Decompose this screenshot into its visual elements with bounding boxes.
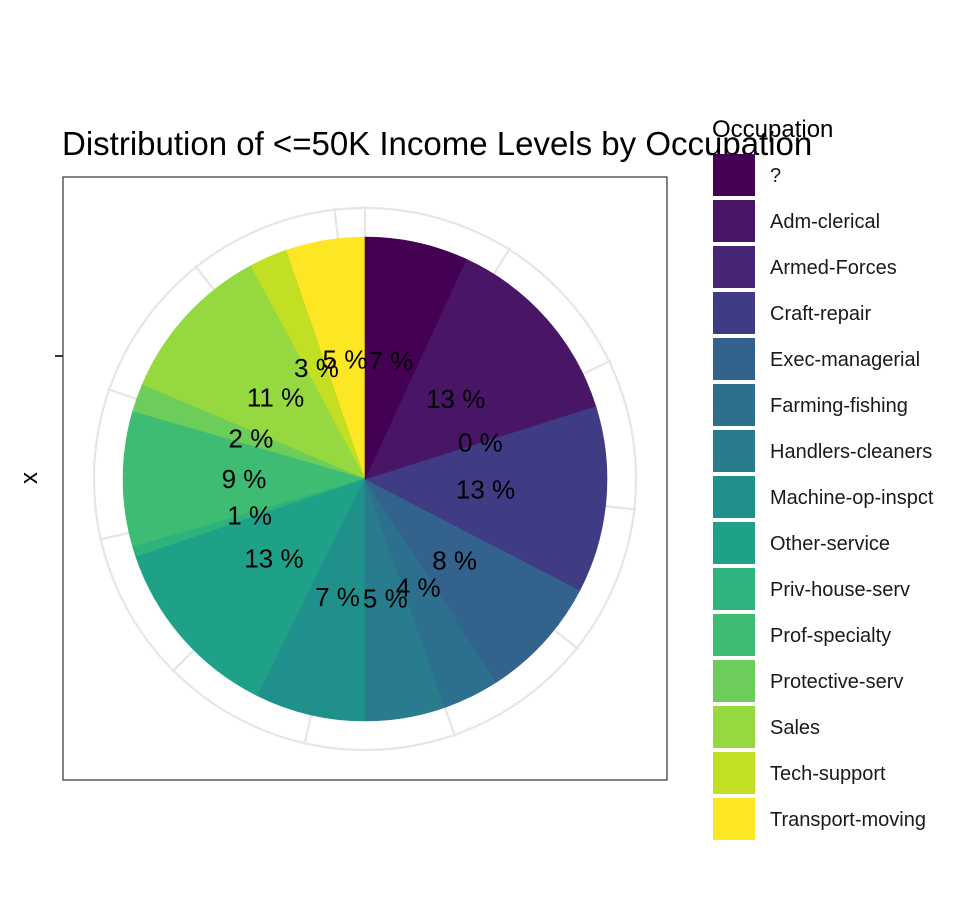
pie-slice bbox=[122, 411, 367, 548]
legend-key bbox=[713, 292, 755, 334]
legend-key bbox=[713, 338, 755, 380]
pie-slice bbox=[364, 405, 608, 591]
legend-label: Protective-serv bbox=[770, 671, 903, 693]
grid-spoke bbox=[98, 531, 130, 541]
grid-spoke bbox=[333, 207, 339, 239]
slice-label: 2 % bbox=[229, 424, 274, 454]
legend-key bbox=[713, 706, 755, 748]
chart-title: Distribution of <=50K Income Levels by O… bbox=[62, 125, 812, 162]
legend-label: Farming-fishing bbox=[770, 395, 908, 417]
slice-label: 13 % bbox=[456, 474, 515, 504]
legend-title: Occupation bbox=[712, 116, 833, 143]
legend: Occupation ? Adm-clerical Armed-Forces Craf… bbox=[712, 116, 934, 840]
slice-label: 3 % bbox=[294, 353, 339, 383]
legend-key bbox=[713, 200, 755, 242]
slice-label: 13 % bbox=[426, 384, 485, 414]
grid-layer bbox=[92, 206, 638, 752]
pie-slice bbox=[364, 258, 597, 480]
y-axis-label: x bbox=[16, 472, 43, 484]
pie-slice bbox=[257, 478, 366, 722]
legend-label: Other-service bbox=[770, 533, 890, 555]
slice-label: 5 % bbox=[323, 345, 368, 375]
labels-layer: 5 %3 %11 %2 %9 %1 %13 %7 % 5 %4 %8 %13 %0… bbox=[222, 345, 516, 614]
legend-key bbox=[713, 476, 755, 518]
legend-key bbox=[713, 752, 755, 794]
legend-key bbox=[713, 660, 755, 702]
pie-slice bbox=[364, 478, 581, 683]
pie-slice bbox=[364, 236, 467, 480]
legend-label: Sales bbox=[770, 717, 820, 739]
legend-key bbox=[713, 384, 755, 426]
grid-spoke bbox=[492, 247, 512, 275]
slice-label: 11 % bbox=[247, 383, 304, 413]
legend-label: Adm-clerical bbox=[770, 211, 880, 233]
slice-label: 7 % bbox=[368, 346, 413, 376]
pie-slice bbox=[135, 478, 366, 697]
grid-spoke bbox=[106, 387, 137, 401]
grid-spoke bbox=[193, 264, 215, 291]
legend-key bbox=[713, 568, 755, 610]
legend-label: Armed-Forces bbox=[770, 257, 897, 279]
legend-key bbox=[713, 798, 755, 840]
pie-slice bbox=[141, 265, 366, 480]
grid-spoke bbox=[553, 629, 580, 651]
slice-label: 5 % bbox=[363, 583, 408, 613]
legend-label: Exec-managerial bbox=[770, 349, 920, 371]
legend-label: ? bbox=[770, 165, 781, 187]
grid-spoke bbox=[171, 649, 195, 673]
legend-key bbox=[713, 614, 755, 656]
slice-label: 9 % bbox=[222, 464, 267, 494]
legend-label: Craft-repair bbox=[770, 303, 871, 325]
grid-spoke bbox=[303, 714, 313, 746]
slice-label: 0 % bbox=[458, 428, 503, 458]
legend-key bbox=[713, 154, 755, 196]
legend-label: Tech-support bbox=[770, 763, 886, 785]
legend-label: Machine-op-inspct bbox=[770, 487, 934, 509]
legend-key bbox=[713, 522, 755, 564]
slice-label: 4 % bbox=[396, 573, 441, 603]
legend-key bbox=[713, 246, 755, 288]
slice-label: 1 % bbox=[227, 500, 272, 530]
grid-spoke bbox=[605, 505, 637, 511]
legend-label: Handlers-cleaners bbox=[770, 441, 932, 463]
slice-label: 7 % bbox=[315, 582, 360, 612]
legend-label: Priv-house-serv bbox=[770, 579, 910, 601]
slice-label: 8 % bbox=[432, 545, 477, 575]
slice-label: 13 % bbox=[244, 544, 303, 574]
grid-spoke bbox=[443, 707, 457, 738]
legend-key bbox=[713, 430, 755, 472]
grid-spoke bbox=[582, 359, 612, 375]
legend-label: Transport-moving bbox=[770, 809, 926, 831]
slices-layer bbox=[122, 236, 608, 722]
legend-label: Prof-specialty bbox=[770, 625, 891, 647]
